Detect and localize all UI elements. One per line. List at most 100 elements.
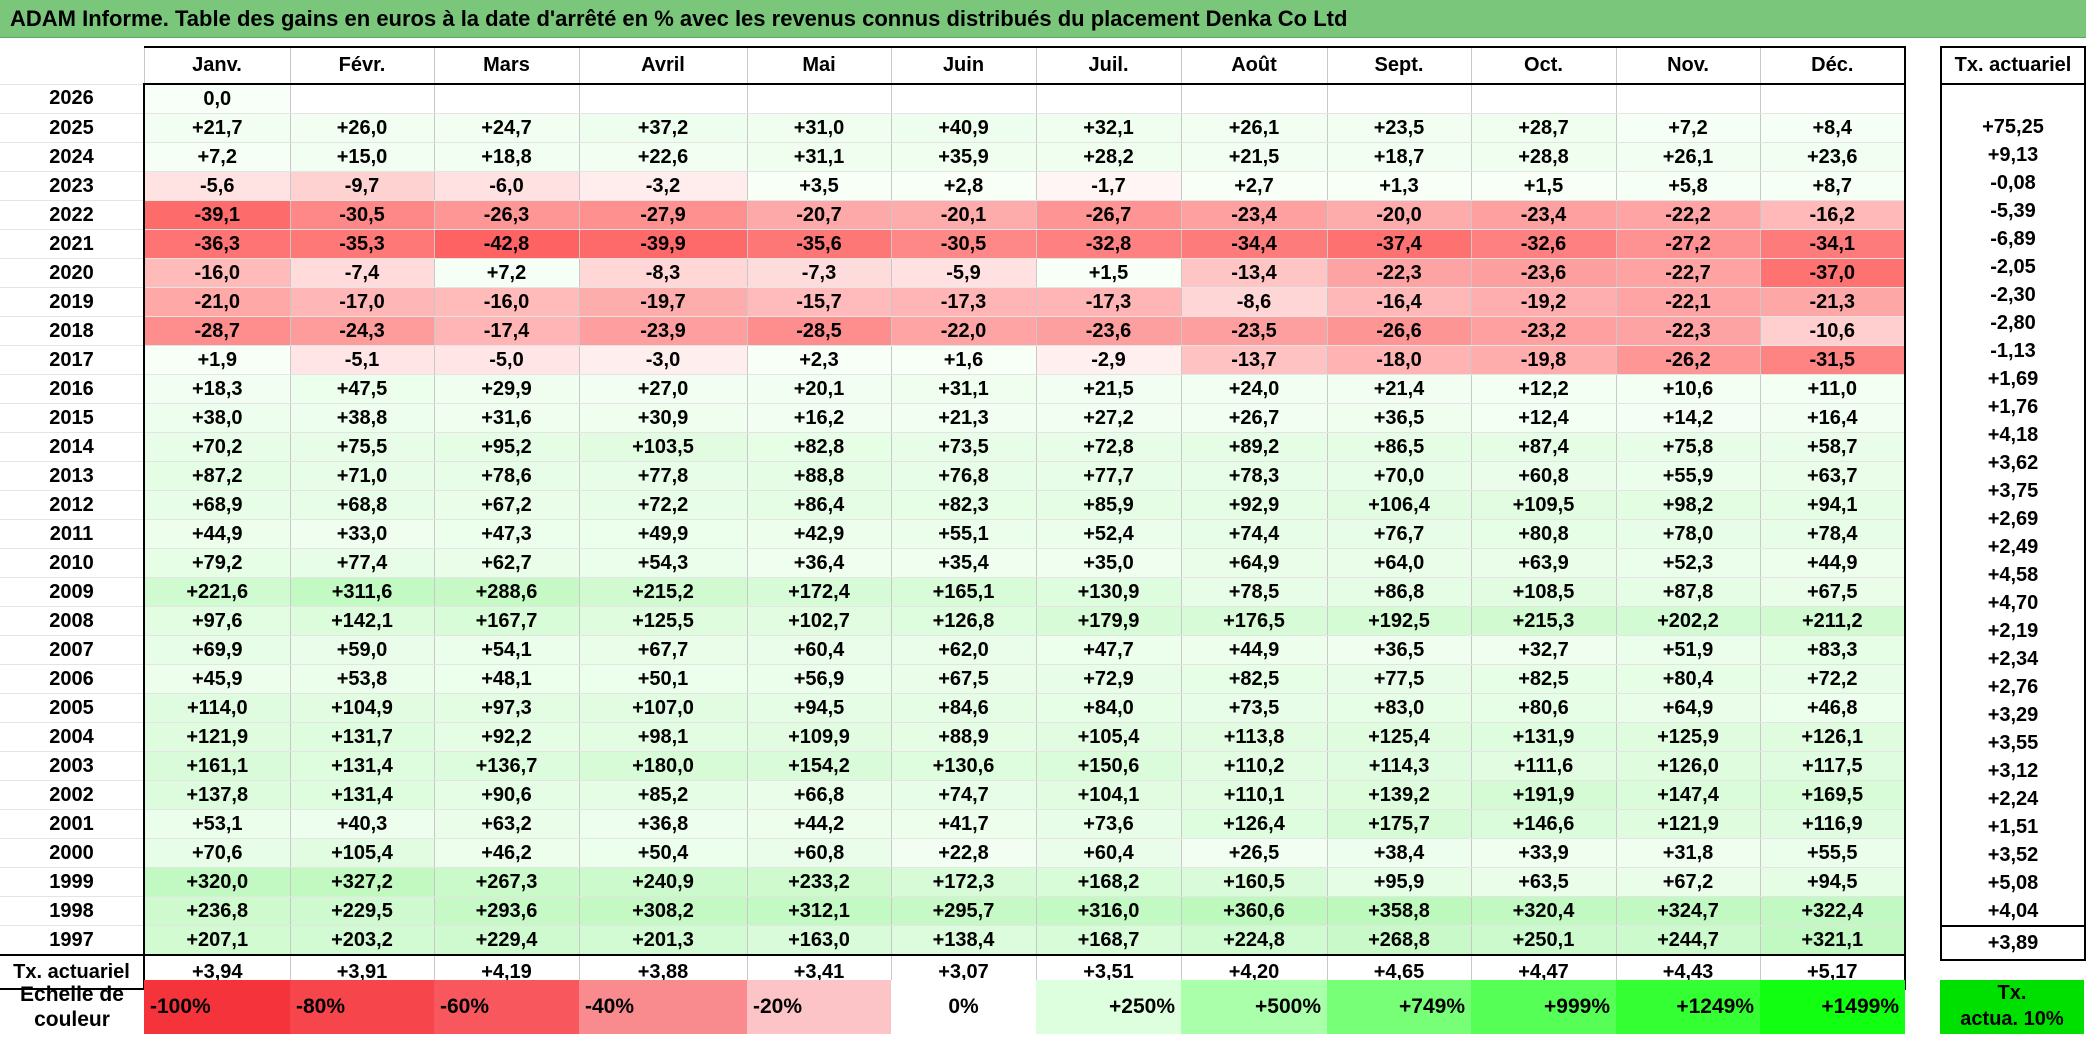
gain-cell (1615, 83, 1760, 114)
gain-cell: -39,9 (578, 229, 747, 259)
annual-row: +4,04 (1940, 897, 2086, 927)
scale-swatch: +1249% (1616, 980, 1760, 1034)
gain-cell: +229,5 (289, 896, 434, 926)
month-header: Mars (433, 46, 579, 85)
annual-row: +75,25 (1940, 113, 2086, 141)
gain-cell: +52,4 (1035, 519, 1181, 549)
gain-cell: +83,3 (1759, 635, 1906, 665)
gain-cell: +224,8 (1180, 925, 1327, 956)
gain-cell: +191,9 (1470, 780, 1616, 810)
gain-cell: -15,7 (746, 287, 891, 317)
gain-cell: +47,3 (433, 519, 579, 549)
gain-cell: +63,7 (1759, 461, 1906, 491)
gain-cell: +32,1 (1035, 113, 1181, 143)
annual-total-cell: +3,89 (1940, 925, 2086, 961)
gain-cell: +203,2 (289, 925, 434, 956)
scale-swatch: -60% (434, 980, 579, 1034)
year-row: 2018 -28,7 -24,3 -17,4 -23,9 -28,5 -22,0 -23,6-… (0, 316, 1906, 346)
gain-cell: -21,3 (1759, 287, 1906, 317)
gain-cell: -31,5 (1759, 345, 1906, 375)
gain-cell: +76,8 (890, 461, 1036, 491)
gain-cell: +33,0 (289, 519, 434, 549)
gain-cell: +77,7 (1035, 461, 1181, 491)
gain-cell: +31,0 (746, 113, 891, 143)
gain-cell: +109,5 (1470, 490, 1616, 520)
annual-rate-cell: +2,24 (1940, 785, 2086, 813)
scale-swatch: +250% (1036, 980, 1181, 1034)
month-header: Juin (890, 46, 1036, 85)
gain-cell: +64,9 (1180, 548, 1327, 578)
gain-cell: -13,7 (1180, 345, 1327, 375)
gain-cell: +229,4 (433, 925, 579, 956)
gain-cell: +55,5 (1759, 838, 1906, 868)
gain-cell: +24,0 (1180, 374, 1327, 404)
year-label: 1998 (0, 896, 145, 926)
gain-cell: +161,1 (143, 751, 290, 781)
monthly-gains-table: Janv. Févr. Mars Avril Mai Juin Juil. Août Sept.… (0, 46, 1906, 990)
gain-cell: +7,2 (433, 258, 579, 288)
year-label: 2008 (0, 606, 145, 636)
gain-cell: +104,9 (289, 693, 434, 723)
gain-cell: +35,0 (1035, 548, 1181, 578)
gain-cell: +126,0 (1615, 751, 1760, 781)
gain-cell: +14,2 (1615, 403, 1760, 433)
gain-cell: +18,8 (433, 142, 579, 172)
gain-cell: +77,8 (578, 461, 747, 491)
gain-cell (890, 83, 1036, 114)
gain-cell: -22,7 (1615, 258, 1760, 288)
gain-cell: +111,6 (1470, 751, 1616, 781)
annual-row: +3,12 (1940, 757, 2086, 785)
year-row: 2024 +7,2 +15,0 +18,8 +22,6 +31,1 +35,9 +28,2 +2… (0, 142, 1906, 172)
year-label: 1997 (0, 925, 145, 956)
gain-cell: -22,3 (1326, 258, 1471, 288)
gain-cell: +79,2 (143, 548, 290, 578)
gain-cell: +70,2 (143, 432, 290, 462)
scale-swatch: +1499% (1760, 980, 1905, 1034)
gain-cell: -3,2 (578, 171, 747, 201)
year-row: 1999 +320,0 +327,2 +267,3 +240,9 +233,2 +172,3… (0, 867, 1906, 897)
annual-header-row: Tx. actuariel (1940, 46, 2086, 85)
gain-cell: +72,9 (1035, 664, 1181, 694)
gain-cell: -22,3 (1615, 316, 1760, 346)
annual-row: +3,75 (1940, 477, 2086, 505)
gain-cell: -28,5 (746, 316, 891, 346)
gain-cell: 0,0 (143, 83, 291, 114)
annual-rate-cell: +3,75 (1940, 477, 2086, 505)
gain-cell: +136,7 (433, 751, 579, 781)
annual-row: +4,18 (1940, 421, 2086, 449)
annual-rate-cell: +1,69 (1940, 365, 2086, 393)
gain-cell: -22,2 (1615, 200, 1760, 230)
gain-cell: +176,5 (1180, 606, 1327, 636)
scale-swatch: -40% (579, 980, 747, 1034)
year-row: 2022 -39,1 -30,5 -26,3 -27,9 -20,7 -20,1 -26,7-… (0, 200, 1906, 230)
gain-cell: +38,4 (1326, 838, 1471, 868)
gain-cell: +53,8 (289, 664, 434, 694)
gain-cell: -13,4 (1180, 258, 1327, 288)
year-label: 2020 (0, 258, 145, 288)
gain-cell: +110,2 (1180, 751, 1327, 781)
annual-row: +3,62 (1940, 449, 2086, 477)
gain-cell: +221,6 (143, 577, 290, 607)
gain-cell: -26,7 (1035, 200, 1181, 230)
gain-cell: -17,0 (289, 287, 434, 317)
gain-cell: +67,2 (433, 490, 579, 520)
gain-cell: +267,3 (433, 867, 579, 897)
gain-cell: +20,1 (746, 374, 891, 404)
gain-cell: -18,0 (1326, 345, 1471, 375)
monthly-rate-label: Tx. actuariel (0, 954, 145, 990)
gain-cell: +2,3 (746, 345, 891, 375)
gain-cell: -8,3 (578, 258, 747, 288)
annual-row: +1,51 (1940, 813, 2086, 841)
gain-cell: +60,8 (1470, 461, 1616, 491)
annual-row: -5,39 (1940, 197, 2086, 225)
gain-cell: +12,4 (1470, 403, 1616, 433)
gain-cell: -37,4 (1326, 229, 1471, 259)
annual-rate-cell: +1,51 (1940, 813, 2086, 841)
year-row: 2004 +121,9 +131,7 +92,2 +98,1 +109,9 +88,9 +10… (0, 722, 1906, 752)
gain-cell: +36,8 (578, 809, 747, 839)
gain-cell: -26,6 (1326, 316, 1471, 346)
gain-cell: +62,7 (433, 548, 579, 578)
gain-cell: +211,2 (1759, 606, 1906, 636)
gain-cell: +293,6 (433, 896, 579, 926)
gain-cell: +163,0 (746, 925, 891, 956)
